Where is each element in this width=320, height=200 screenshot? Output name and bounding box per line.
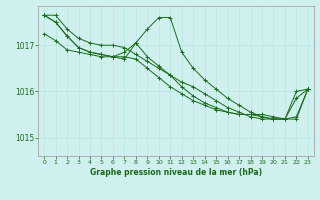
X-axis label: Graphe pression niveau de la mer (hPa): Graphe pression niveau de la mer (hPa) (90, 168, 262, 177)
